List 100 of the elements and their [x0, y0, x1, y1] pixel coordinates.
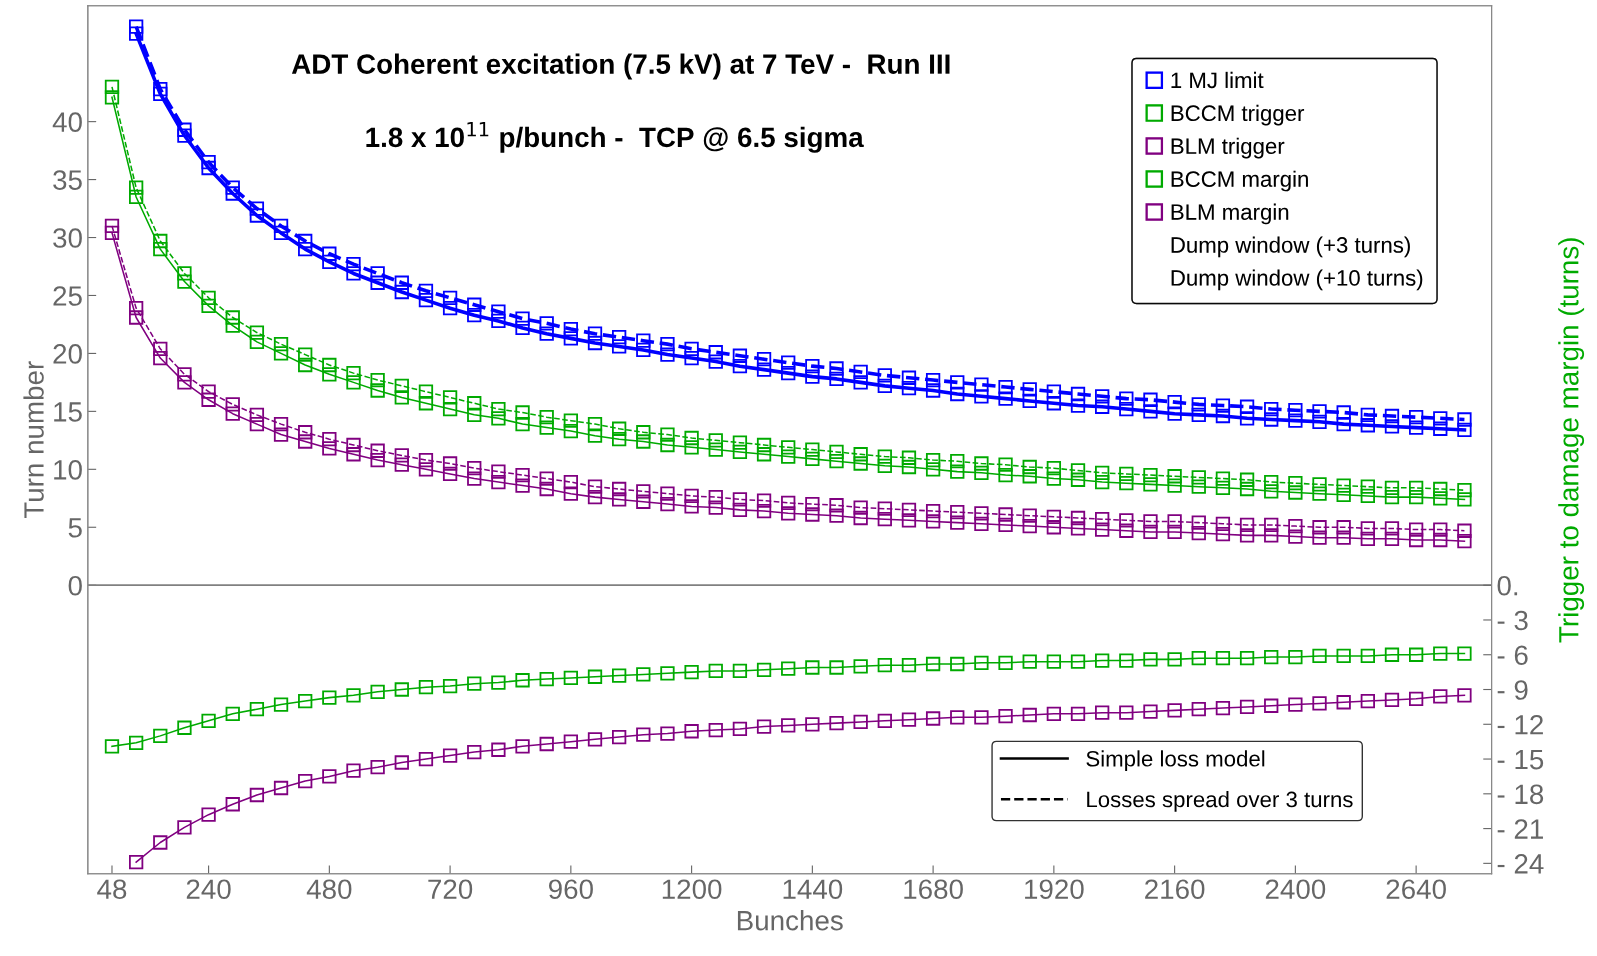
legend-label: Losses spread over 3 turns: [1087, 791, 1353, 812]
point: [1239, 399, 1255, 414]
point: [1288, 649, 1303, 665]
point: [1191, 702, 1206, 717]
point: [805, 369, 820, 384]
point: [515, 673, 530, 688]
point: [1046, 396, 1062, 411]
point: [1384, 692, 1400, 708]
point: [1336, 487, 1351, 502]
point: [1312, 486, 1327, 501]
point: [128, 855, 144, 870]
point: [1167, 394, 1182, 410]
point: [128, 735, 144, 750]
point: [201, 298, 216, 314]
point: [611, 481, 627, 497]
point: [998, 379, 1013, 395]
point: [491, 313, 506, 329]
point: [1022, 393, 1037, 409]
point: [853, 447, 868, 462]
point: [225, 180, 240, 195]
point: [1384, 489, 1400, 505]
point: [805, 442, 820, 457]
point: [636, 342, 651, 358]
point: [781, 506, 796, 521]
point: [1384, 408, 1400, 424]
point: [1143, 704, 1158, 719]
x-tick-label: 960: [548, 879, 593, 900]
point: [1360, 418, 1375, 433]
point: [491, 411, 506, 426]
point: [1191, 515, 1206, 530]
point: [249, 208, 265, 223]
point: [153, 728, 168, 744]
x-axis-title: Bunches: [737, 910, 843, 931]
point: [1167, 703, 1182, 718]
point: [273, 346, 289, 361]
point: [781, 718, 796, 733]
point: [201, 384, 216, 399]
point: [1143, 404, 1158, 419]
point: [249, 201, 265, 216]
point: [853, 500, 868, 515]
point: [732, 721, 748, 737]
point: [732, 492, 748, 507]
point: [1433, 689, 1448, 704]
point: [998, 467, 1013, 483]
point: [491, 401, 506, 417]
point: [1312, 530, 1327, 545]
point: [636, 425, 651, 440]
point: [298, 241, 313, 257]
point: [177, 367, 192, 382]
point: [153, 82, 168, 97]
point: [925, 452, 941, 468]
point: [1215, 700, 1231, 716]
point: [1215, 516, 1231, 531]
point: [877, 368, 892, 383]
point: [515, 416, 530, 432]
point: [201, 807, 216, 822]
point: [539, 316, 554, 331]
point: [1239, 411, 1255, 426]
point: [587, 335, 603, 351]
point: [1143, 524, 1158, 540]
point: [611, 339, 627, 354]
point: [805, 660, 820, 675]
point: [1360, 488, 1375, 504]
point: [442, 456, 458, 471]
point: [781, 449, 796, 464]
point: [1312, 477, 1327, 492]
point: [249, 702, 265, 717]
point: [1167, 469, 1182, 484]
point: [756, 493, 772, 508]
y-tick-label: 35: [53, 170, 82, 190]
point: [104, 90, 120, 105]
point: [1070, 472, 1086, 487]
point: [756, 662, 772, 677]
point: [974, 465, 989, 480]
point: [1022, 508, 1037, 523]
point: [418, 751, 434, 767]
point: [442, 678, 458, 694]
point: [1408, 522, 1424, 537]
point: [853, 375, 868, 390]
point: [732, 348, 748, 363]
point: [1239, 651, 1255, 666]
point: [877, 449, 892, 464]
point: [925, 503, 941, 519]
point: [273, 427, 289, 442]
point: [1022, 518, 1037, 534]
point: [298, 693, 313, 709]
point: [708, 722, 723, 738]
point: [563, 321, 579, 337]
point: [1360, 479, 1375, 494]
point: [998, 391, 1013, 406]
point: [1457, 534, 1472, 549]
point: [853, 714, 868, 730]
point: [901, 658, 917, 673]
point: [394, 378, 409, 394]
point: [563, 734, 579, 749]
point: [974, 506, 989, 521]
point: [539, 736, 554, 752]
point: [249, 325, 265, 340]
point: [1046, 520, 1062, 535]
point: [877, 511, 892, 527]
